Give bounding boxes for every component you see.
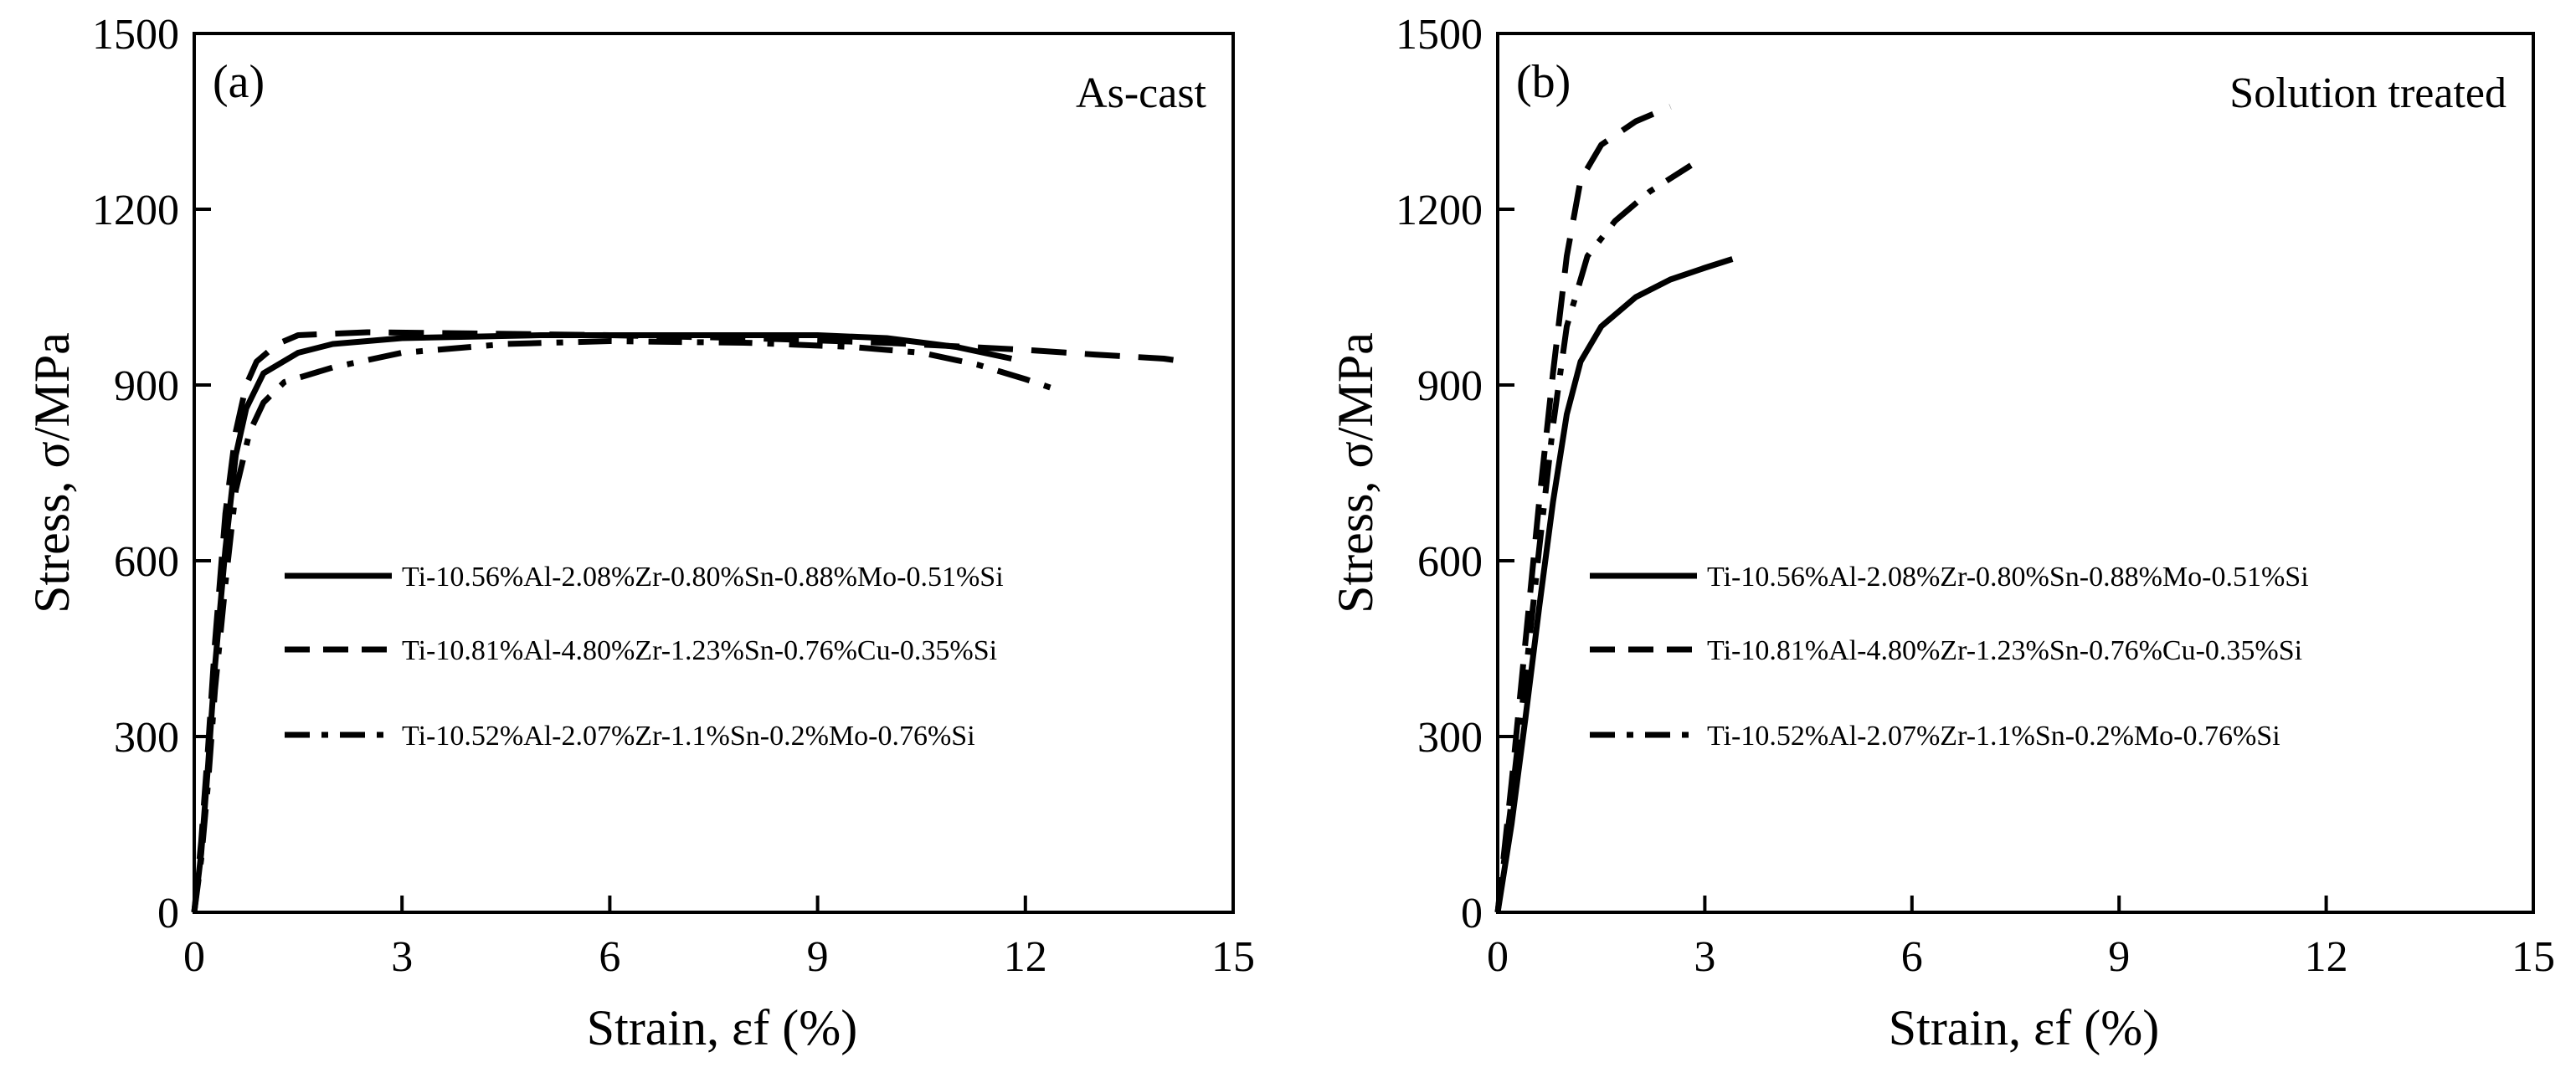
y-tick-label: 0 xyxy=(1461,890,1483,937)
x-tick-label: 3 xyxy=(1694,933,1715,981)
x-tick-label: 0 xyxy=(1487,933,1509,981)
y-tick-label: 900 xyxy=(114,362,179,410)
y-tick-label: 300 xyxy=(114,714,179,762)
y-tick-label: 1500 xyxy=(92,11,179,59)
x-tick-label: 6 xyxy=(1901,933,1923,981)
y-tick-label: 1500 xyxy=(1396,11,1483,59)
panel-as-cast: 0 3 6 9 12 15 0 300 600 900 1200 1500 Strain, εf (%)… xyxy=(24,11,1255,1055)
y-tick-label: 900 xyxy=(1417,362,1483,410)
x-axis-title: Strain, εf (%) xyxy=(587,1000,857,1055)
y-axis-title: Stress, σ/MPa xyxy=(24,332,80,613)
x-tick-label: 6 xyxy=(599,933,620,981)
y-tick-label: 1200 xyxy=(1396,187,1483,234)
x-tick-label: 9 xyxy=(807,933,829,981)
plot-frame xyxy=(193,32,1235,914)
chart-svg: 0 3 6 9 12 15 0 300 600 900 1200 1500 Strain, εf (%)… xyxy=(1328,11,2555,1055)
condition-label: Solution treated xyxy=(2229,69,2507,117)
y-tick-label: 0 xyxy=(157,890,179,937)
y-tick-label: 300 xyxy=(1417,714,1483,762)
y-tick-label: 600 xyxy=(114,538,179,586)
chart-svg: 0 3 6 9 12 15 0 300 600 900 1200 1500 Strain, εf (%)… xyxy=(24,11,1255,1055)
legend-label: Ti-10.81%Al-4.80%Zr-1.23%Sn-0.76%Cu-0.35… xyxy=(402,635,997,666)
x-tick-label: 0 xyxy=(183,933,205,981)
y-tick-label: 1200 xyxy=(92,187,179,234)
series-line-dash-dot xyxy=(191,338,1062,913)
x-axis-title: Strain, εf (%) xyxy=(1889,1000,2159,1055)
series-line-solid xyxy=(1494,256,1734,913)
series-line-dash-dot xyxy=(1494,162,1693,913)
panel-label: (b) xyxy=(1516,56,1571,108)
plot-frame xyxy=(1496,32,2535,914)
y-axis-title: Stress, σ/MPa xyxy=(1328,332,1383,613)
series-line-dashed xyxy=(191,329,1185,913)
x-tick-label: 15 xyxy=(1211,933,1255,981)
x-tick-label: 9 xyxy=(2108,933,2130,981)
panel-label: (a) xyxy=(213,56,265,108)
legend-label: Ti-10.52%Al-2.07%Zr-1.1%Sn-0.2%Mo-0.76%S… xyxy=(402,721,975,752)
legend-label: Ti-10.81%Al-4.80%Zr-1.23%Sn-0.76%Cu-0.35… xyxy=(1707,635,2302,666)
series-line-solid xyxy=(191,332,1013,913)
condition-label: As-cast xyxy=(1076,69,1207,117)
panel-solution-treated: 0 3 6 9 12 15 0 300 600 900 1200 1500 Strain, εf (%)… xyxy=(1288,0,2576,1078)
x-tick-label: 3 xyxy=(391,933,413,981)
x-tick-label: 12 xyxy=(1004,933,1047,981)
legend-label: Ti-10.56%Al-2.08%Zr-0.80%Sn-0.88%Mo-0.51… xyxy=(1707,562,2309,593)
y-tick-label: 600 xyxy=(1417,538,1483,586)
series-line-dashed xyxy=(1494,104,1672,913)
legend-label: Ti-10.56%Al-2.08%Zr-0.80%Sn-0.88%Mo-0.51… xyxy=(402,562,1004,593)
x-tick-label: 15 xyxy=(2512,933,2555,981)
x-tick-label: 12 xyxy=(2305,933,2348,981)
legend-label: Ti-10.52%Al-2.07%Zr-1.1%Sn-0.2%Mo-0.76%S… xyxy=(1707,721,2280,752)
